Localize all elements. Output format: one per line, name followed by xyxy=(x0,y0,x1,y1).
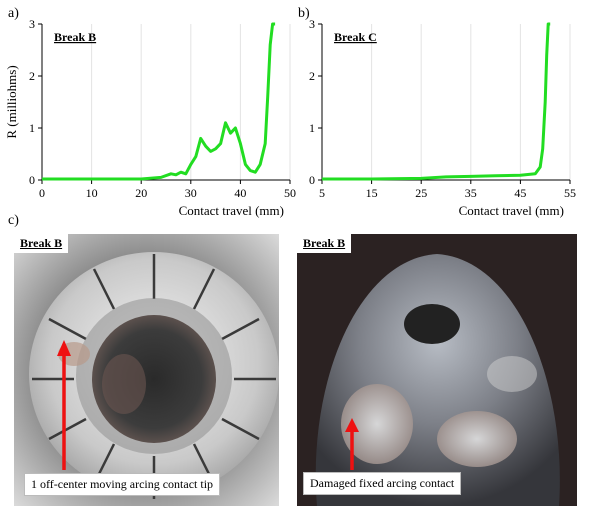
y-tick-label: 2 xyxy=(29,69,35,83)
x-tick-label: 5 xyxy=(319,186,325,200)
x-tick-label: 0 xyxy=(39,186,45,200)
x-axis-label: Contact travel (mm) xyxy=(459,203,564,218)
x-tick-label: 50 xyxy=(284,186,296,200)
plot-area xyxy=(322,24,570,180)
x-tick-label: 45 xyxy=(514,186,526,200)
panel-label-b: b) xyxy=(298,6,310,21)
y-tick-label: 0 xyxy=(309,173,315,187)
x-tick-label: 10 xyxy=(86,186,98,200)
series-line xyxy=(42,22,276,181)
series-line xyxy=(322,22,551,181)
photo-left-tag: Break B xyxy=(14,234,69,253)
chart-break-c: 5 15 25 35 45 55 0 1 2 3 Break C Contact travel (mm… xyxy=(309,17,576,218)
arrow-right xyxy=(345,418,359,470)
x-tick-label: 35 xyxy=(465,186,477,200)
photo-fixed-contact: Break B Damaged fixed arcing contact xyxy=(297,234,577,506)
x-tick-label: 20 xyxy=(135,186,147,200)
arrow-left xyxy=(57,340,71,470)
y-tick-label: 3 xyxy=(309,17,315,31)
x-tick-label: 30 xyxy=(185,186,197,200)
x-tick-label: 40 xyxy=(234,186,246,200)
y-tick-label: 1 xyxy=(29,121,35,135)
photo-left-caption: 1 off-center moving arcing contact tip xyxy=(24,473,221,496)
y-tick-label: 0 xyxy=(29,173,35,187)
x-tick-label: 15 xyxy=(366,186,378,200)
chart-break-b: 0 10 20 30 40 50 0 1 2 3 Break B Contact travel (mm… xyxy=(4,17,296,218)
photo-moving-contact: Break B 1 off-center moving arcing conta… xyxy=(14,234,279,506)
photo-right-caption: Damaged fixed arcing contact xyxy=(303,472,462,495)
y-tick-label: 3 xyxy=(29,17,35,31)
y-tick-label: 2 xyxy=(309,69,315,83)
chart-title: Break B xyxy=(54,30,96,44)
photo-right-tag: Break B xyxy=(297,234,352,253)
y-tick-label: 1 xyxy=(309,121,315,135)
panel-label-a: a) xyxy=(8,6,19,21)
x-axis-label: Contact travel (mm) xyxy=(179,203,284,218)
x-tick-label: 25 xyxy=(415,186,427,200)
x-tick-label: 55 xyxy=(564,186,576,200)
fixed-contact-image xyxy=(297,234,577,506)
chart-title: Break C xyxy=(334,30,377,44)
panel-label-c: c) xyxy=(8,213,19,228)
moving-contact-image xyxy=(14,234,279,506)
plot-area xyxy=(42,24,290,180)
y-axis-label: R (milliohms) xyxy=(4,65,19,138)
